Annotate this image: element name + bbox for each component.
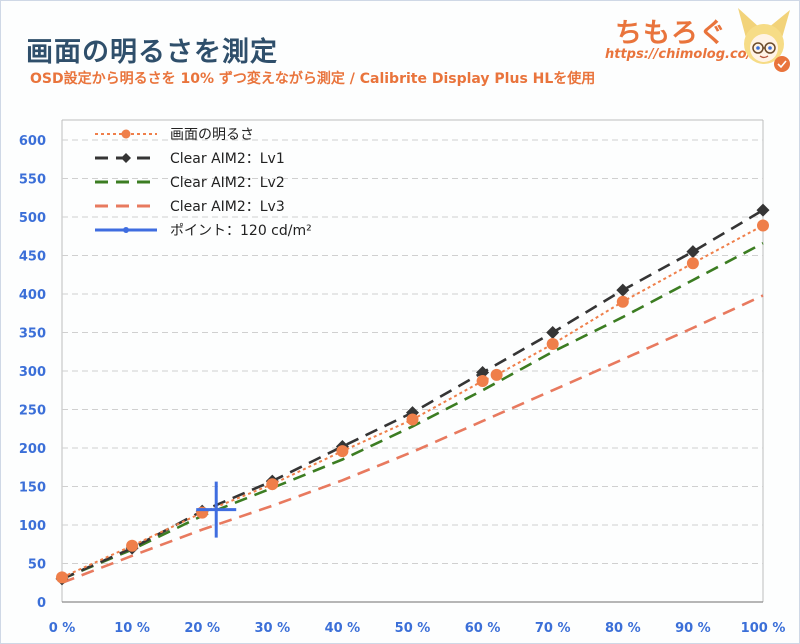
x-tick-label: 70 % bbox=[535, 621, 571, 636]
x-tick-label: 10 % bbox=[114, 621, 150, 636]
data-point bbox=[56, 571, 68, 584]
data-point bbox=[756, 203, 770, 217]
series-line bbox=[61, 294, 764, 585]
data-point bbox=[406, 413, 419, 426]
data-point bbox=[616, 283, 630, 297]
data-point bbox=[546, 338, 559, 351]
x-tick-label: 80 % bbox=[605, 621, 641, 636]
site-logo[interactable]: ちもろぐ https://chimolog.co/ bbox=[588, 8, 793, 80]
logo-text: ちもろぐ bbox=[615, 18, 727, 49]
x-tick-label: 40 % bbox=[325, 621, 361, 636]
data-point bbox=[336, 445, 349, 458]
data-point bbox=[546, 326, 560, 339]
y-tick-label: 200 bbox=[19, 442, 46, 457]
x-tick-label: 50 % bbox=[395, 621, 431, 636]
legend-marker bbox=[121, 153, 131, 163]
legend-marker bbox=[121, 129, 131, 139]
y-tick-label: 500 bbox=[19, 211, 46, 226]
x-tick-label: 100 % bbox=[741, 621, 786, 636]
mascot-icon bbox=[738, 8, 790, 72]
x-tick-label: 20 % bbox=[184, 621, 220, 636]
legend-label: ポイント：120 cd/m² bbox=[170, 223, 312, 239]
data-point bbox=[266, 478, 279, 491]
legend-marker bbox=[123, 227, 129, 233]
series-line bbox=[61, 242, 764, 581]
y-tick-label: 400 bbox=[19, 288, 46, 303]
y-tick-label: 300 bbox=[19, 365, 46, 380]
data-point bbox=[686, 257, 699, 270]
x-tick-label: 0 % bbox=[49, 621, 76, 636]
data-point bbox=[757, 219, 769, 232]
y-tick-label: 350 bbox=[19, 327, 46, 342]
data-point bbox=[126, 539, 139, 552]
x-tick-label: 90 % bbox=[675, 621, 711, 636]
y-tick-label: 50 bbox=[28, 558, 46, 573]
y-tick-label: 0 bbox=[37, 596, 46, 611]
legend-label: Clear AIM2：Lv1 bbox=[170, 151, 285, 167]
logo-url[interactable]: https://chimolog.co/ bbox=[605, 47, 752, 62]
chart-subtitle: OSD設定から明るさを 10% ずつ変えながら測定 / Calibrite Di… bbox=[30, 71, 596, 87]
y-tick-label: 600 bbox=[19, 134, 46, 149]
data-point bbox=[686, 245, 700, 259]
legend-label: Clear AIM2：Lv2 bbox=[170, 175, 285, 191]
data-point bbox=[476, 366, 490, 380]
x-tick-label: 30 % bbox=[254, 621, 290, 636]
y-tick-label: 550 bbox=[19, 173, 46, 188]
x-tick-label: 60 % bbox=[465, 621, 501, 636]
y-tick-label: 250 bbox=[19, 404, 46, 419]
y-tick-label: 150 bbox=[19, 481, 46, 496]
chart-title: 画面の明るさを測定 bbox=[26, 37, 278, 68]
chart-legend: 画面の明るさ Clear AIM2：Lv1 Clear AIM2：Lv2 Clear … bbox=[95, 127, 312, 239]
legend-label: 画面の明るさ bbox=[170, 127, 254, 143]
series-line bbox=[61, 208, 764, 581]
y-tick-label: 100 bbox=[19, 519, 46, 534]
data-point bbox=[616, 295, 629, 308]
y-tick-label: 450 bbox=[19, 250, 46, 265]
data-point bbox=[490, 368, 503, 381]
legend-label: Clear AIM2：Lv3 bbox=[170, 199, 285, 215]
data-point bbox=[476, 375, 489, 388]
